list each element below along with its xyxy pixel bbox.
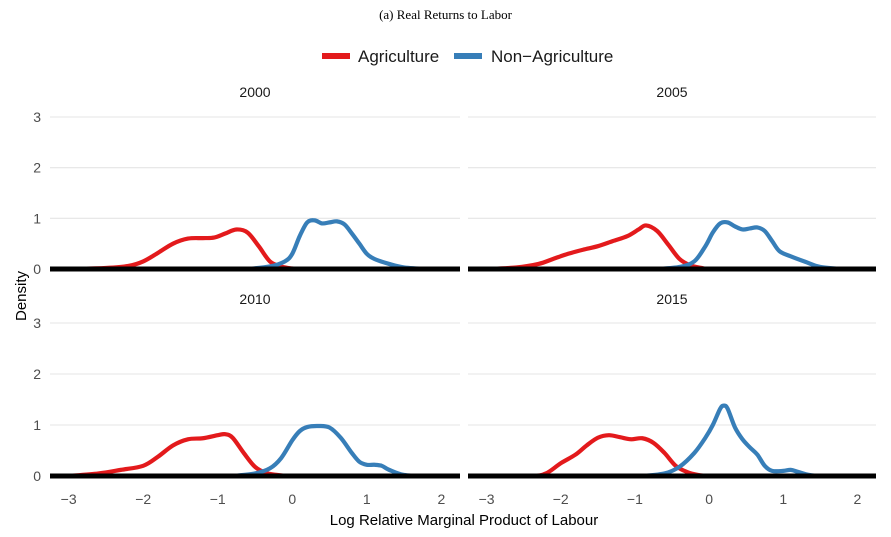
x-tick-label-col2-2: −2 [553,491,569,507]
x-tick-label-col2-3: −3 [479,491,495,507]
y-tick-label-2000-3: 3 [33,109,41,125]
x-axis-ticks: −3 −2 −1 0 1 2 −3 −2 −1 0 1 2 [61,491,862,507]
legend-label-non-agriculture: Non−Agriculture [491,47,613,66]
y-tick-label-2000-1: 1 [33,210,41,226]
density-curve-2010-non-agriculture [230,423,444,479]
density-curve-2015-non-agriculture [640,403,845,479]
x-tick-label-col1-0: 0 [288,491,296,507]
x-tick-label-col2-1: 1 [779,491,787,507]
x-tick-label-col1-2: 2 [437,491,445,507]
y-tick-label-2010-0: 0 [33,468,41,484]
facet-panel-2000: 2000 0 1 2 3 [33,84,460,277]
facet-panel-2015: 2015 [468,291,876,479]
x-tick-label-col2-0: 0 [705,491,713,507]
facet-panel-2005: 2005 [468,84,876,272]
y-tick-label-2010-3: 3 [33,315,41,331]
facet-label-2005: 2005 [656,84,687,100]
facet-label-2010: 2010 [239,291,270,307]
x-axis-title: Log Relative Marginal Product of Labour [330,512,599,529]
legend-label-agriculture: Agriculture [358,47,439,66]
y-tick-label-2000-2: 2 [33,160,41,176]
facet-panel-2010: 2010 0 1 2 3 [33,291,460,484]
legend: Agriculture Non−Agriculture [322,47,613,66]
x-tick-label-col1-3: −3 [61,491,77,507]
x-tick-label-col1-1: −1 [210,491,226,507]
density-curve-2005-agriculture [484,223,734,272]
y-tick-label-2010-2: 2 [33,366,41,382]
facet-panels: 2000 0 1 2 3 2005 2010 0 1 2 3 2015 [33,84,876,484]
density-curve-2015-agriculture [484,433,734,479]
density-curve-2000-non-agriculture [245,218,444,272]
x-tick-label-col2-2: 2 [854,491,862,507]
x-tick-label-col2-1: −1 [627,491,643,507]
density-curve-2010-agriculture [66,431,317,479]
y-tick-label-2010-1: 1 [33,417,41,433]
density-curve-2005-non-agriculture [655,219,860,272]
facet-label-2000: 2000 [239,84,270,100]
facet-label-2015: 2015 [656,291,687,307]
x-tick-label-col1-2: −2 [135,491,151,507]
y-axis-title: Density [13,270,30,321]
y-tick-label-2000-0: 0 [33,261,41,277]
figure-caption: (a) Real Returns to Labor [379,7,513,22]
x-tick-label-col1-1: 1 [363,491,371,507]
